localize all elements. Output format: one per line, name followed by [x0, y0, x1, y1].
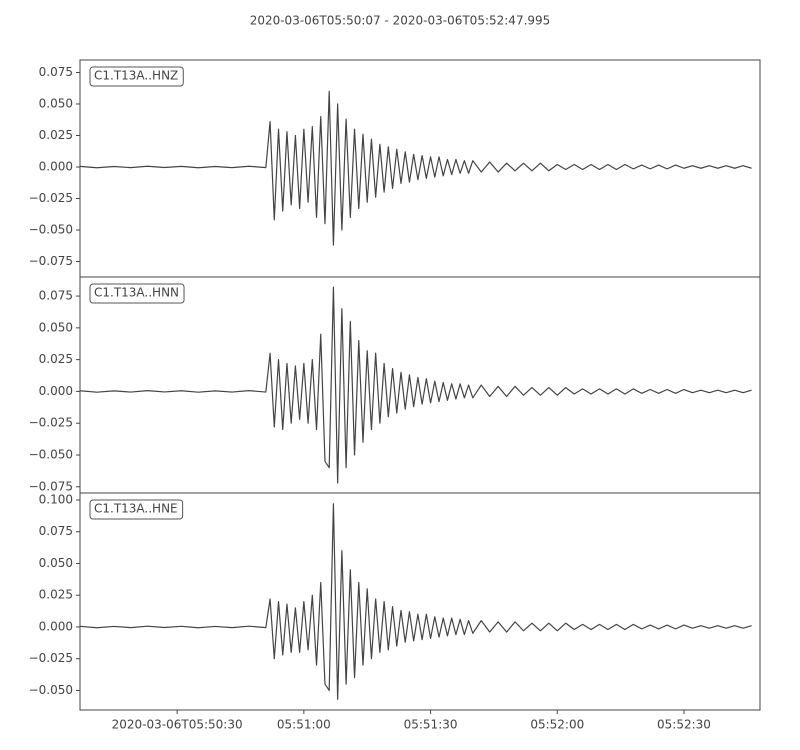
x-tick-label: 05:52:00 — [530, 718, 584, 732]
chart-title: 2020-03-06T05:50:07 - 2020-03-06T05:52:4… — [250, 14, 551, 28]
y-tick-label: 0.075 — [39, 524, 73, 538]
x-tick-label: 05:51:30 — [404, 718, 458, 732]
y-tick-label: −0.025 — [29, 191, 73, 205]
y-tick-label: 0.000 — [39, 159, 73, 173]
y-tick-label: 0.025 — [39, 588, 73, 602]
y-tick-label: −0.025 — [29, 416, 73, 430]
y-tick-label: 0.025 — [39, 352, 73, 366]
y-tick-label: −0.050 — [29, 447, 73, 461]
y-tick-label: −0.050 — [29, 683, 73, 697]
y-tick-label: −0.075 — [29, 254, 73, 268]
legend-label: C1.T13A..HNN — [94, 286, 179, 300]
y-tick-label: 0.075 — [39, 289, 73, 303]
legend-box — [89, 499, 184, 520]
y-tick-label: 0.100 — [39, 492, 73, 506]
legend-box — [89, 66, 184, 87]
y-tick-label: 0.050 — [39, 556, 73, 570]
waveform — [79, 503, 752, 700]
y-tick-label: −0.025 — [29, 651, 73, 665]
x-tick-label: 05:52:30 — [657, 718, 711, 732]
y-tick-label: 0.000 — [39, 384, 73, 398]
y-tick-label: 0.075 — [39, 65, 73, 79]
legend-box — [89, 283, 185, 304]
panel-frame — [79, 492, 761, 711]
y-tick-label: 0.000 — [39, 619, 73, 633]
y-tick-label: 0.050 — [39, 320, 73, 334]
x-tick-label: 05:51:00 — [277, 718, 331, 732]
y-tick-label: −0.075 — [29, 479, 73, 493]
y-tick-label: 0.025 — [39, 128, 73, 142]
legend-label: C1.T13A..HNE — [94, 502, 178, 516]
y-tick-label: 0.050 — [39, 96, 73, 110]
waveform — [79, 286, 752, 484]
y-tick-label: −0.050 — [29, 222, 73, 236]
x-tick-label: 2020-03-06T05:50:30 — [112, 718, 243, 732]
waveform — [79, 90, 752, 246]
legend-label: C1.T13A..HNZ — [94, 69, 178, 83]
